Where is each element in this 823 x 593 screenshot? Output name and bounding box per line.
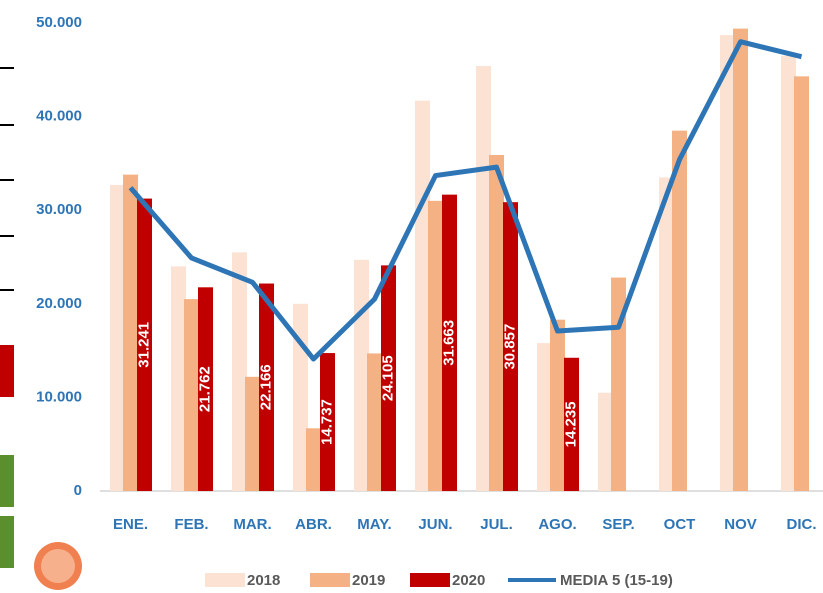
bar — [320, 353, 335, 491]
y-tick-label: 0 — [74, 482, 82, 499]
x-tick-label: DIC. — [787, 516, 817, 533]
data-label: 24.105 — [379, 355, 396, 401]
y-tick-label: 10.000 — [36, 388, 82, 405]
line-series — [128, 39, 803, 362]
x-tick-label: ABR. — [295, 516, 332, 533]
bar — [293, 303, 308, 491]
y-tick-label: 20.000 — [36, 295, 82, 312]
x-tick-label: MAR. — [233, 516, 271, 533]
x-tick-label: OCT — [664, 516, 696, 533]
bar — [537, 343, 552, 491]
x-tick-label: JUL. — [480, 516, 513, 533]
bar — [354, 259, 369, 491]
bar — [306, 428, 321, 491]
bar — [137, 198, 152, 492]
legend-label: MEDIA 5 (15-19) — [560, 572, 673, 589]
legend-swatch — [205, 573, 245, 587]
data-label: 31.241 — [135, 322, 152, 368]
y-tick-label: 40.000 — [36, 108, 82, 125]
bar — [781, 55, 796, 491]
bar — [733, 28, 748, 492]
bar — [198, 287, 213, 491]
data-label: 14.235 — [562, 401, 579, 447]
bar — [564, 357, 579, 491]
x-tick-label: ENE. — [113, 516, 148, 533]
bar — [672, 130, 687, 491]
decoration — [0, 67, 82, 590]
x-tick-label: NOV — [724, 516, 757, 533]
y-tick-label: 30.000 — [36, 201, 82, 218]
bar — [415, 100, 430, 492]
bar — [381, 265, 396, 491]
data-label: 22.166 — [257, 364, 274, 410]
y-tick-label: 50.000 — [36, 14, 82, 31]
x-tick-label: AGO. — [538, 516, 576, 533]
bar — [110, 184, 125, 492]
legend-label: 2020 — [452, 572, 485, 589]
bar — [171, 266, 186, 491]
x-tick-label: MAY. — [357, 516, 391, 533]
bar — [442, 194, 457, 491]
bar — [489, 154, 504, 491]
legend-label: 2018 — [247, 572, 280, 589]
bar — [245, 376, 260, 491]
bar — [598, 392, 613, 491]
bar — [794, 76, 809, 492]
bar — [232, 252, 247, 491]
legend-label: 2019 — [352, 572, 385, 589]
bar — [611, 277, 626, 491]
bar — [659, 177, 674, 491]
data-label: 31.663 — [440, 320, 457, 366]
legend-swatch — [410, 573, 450, 587]
bar — [476, 66, 491, 491]
bar — [123, 174, 138, 491]
bar — [720, 35, 735, 491]
bar — [367, 353, 382, 491]
bar — [259, 283, 274, 491]
data-label: 14.737 — [318, 399, 335, 445]
data-label: 21.762 — [196, 366, 213, 412]
bar — [550, 319, 565, 491]
bar — [503, 202, 518, 492]
data-label: 30.857 — [501, 324, 518, 370]
bar — [184, 299, 199, 491]
x-tick-label: FEB. — [174, 516, 208, 533]
x-tick-label: SEP. — [602, 516, 634, 533]
bar — [428, 200, 443, 491]
x-tick-label: JUN. — [418, 516, 452, 533]
legend-swatch — [310, 573, 350, 587]
